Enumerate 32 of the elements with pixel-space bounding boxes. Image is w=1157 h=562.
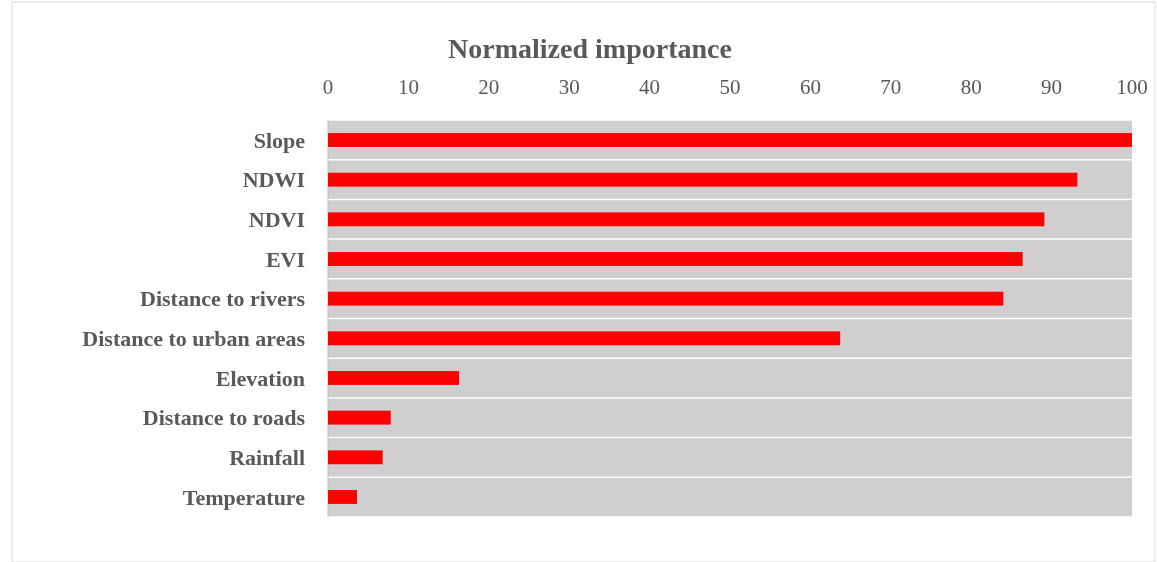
chart-title: Normalized importance: [448, 33, 732, 64]
x-tick-label: 40: [639, 75, 661, 99]
x-tick-label: 20: [478, 75, 500, 99]
bar: [328, 291, 1004, 306]
y-tick-label: NDWI: [242, 167, 305, 193]
y-tick-label: Distance to rivers: [140, 286, 306, 312]
bar: [328, 371, 460, 385]
x-tick-label: 70: [880, 75, 902, 99]
x-tick-label: 0: [322, 75, 334, 99]
y-tick-label: Slope: [253, 127, 306, 153]
y-tick-label: Temperature: [182, 484, 306, 510]
y-tick-label: NDVI: [248, 207, 305, 233]
x-tick-label: 100: [1116, 75, 1148, 99]
x-tick-label: 50: [719, 75, 741, 99]
bar: [328, 133, 1132, 147]
bar: [328, 450, 383, 465]
y-tick-label: Elevation: [215, 365, 305, 391]
bar: [328, 331, 841, 346]
x-tick-label: 80: [960, 75, 982, 99]
x-tick-label: 90: [1041, 75, 1063, 99]
y-tick-label: EVI: [265, 246, 305, 272]
y-tick-label: Distance to roads: [142, 405, 306, 431]
bar: [328, 410, 391, 425]
y-tick-label: Rainfall: [229, 445, 305, 471]
x-tick-label: 10: [397, 75, 419, 99]
x-tick-label: 60: [799, 75, 821, 99]
bar: [328, 490, 357, 504]
bar: [328, 172, 1078, 187]
y-tick-label: Distance to urban areas: [82, 326, 306, 352]
bar: [328, 252, 1023, 266]
bar: [328, 212, 1045, 227]
x-tick-label: 30: [558, 75, 580, 99]
